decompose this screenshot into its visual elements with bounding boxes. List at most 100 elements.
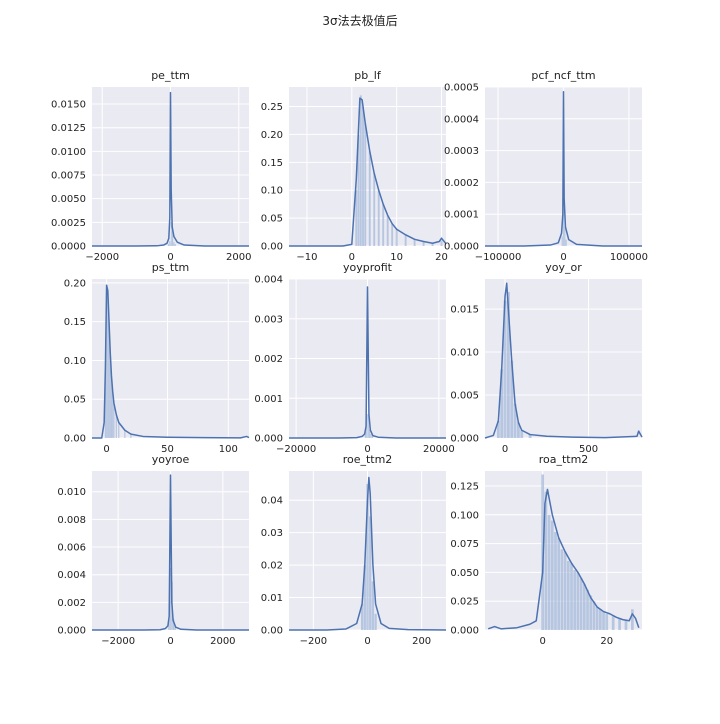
histogram-bar: [363, 565, 366, 630]
subplot-yoyprofit: 0.000 0.001 0.002 0.003 0.004 −20000 0 20000 yoy…: [254, 261, 454, 455]
histogram-bar: [104, 375, 106, 438]
histogram-bar: [605, 613, 609, 630]
histogram-bar: [624, 619, 628, 630]
x-tick-label: 50: [161, 444, 174, 455]
subplot-pe_ttm: 0.0000 0.0025 0.0050 0.0075 0.0100 0.0125 0.01…: [51, 69, 251, 263]
histogram-bar: [130, 434, 132, 438]
y-tick-label: 0.0004: [444, 114, 479, 125]
histogram-bar: [550, 520, 554, 630]
y-tick-label: 0.0000: [444, 242, 479, 253]
histogram-bar: [167, 244, 170, 246]
subplot-roe_ttm2: 0.00 0.01 0.02 0.03 0.04 −200 0 200 roe_ttm2: [261, 453, 447, 647]
histogram-bar: [516, 422, 520, 438]
y-tick-label: 0.000: [254, 434, 283, 445]
density-curve: [92, 284, 250, 439]
histogram-bar: [371, 436, 374, 438]
histogram-bar: [510, 360, 514, 438]
y-tick-label: 0.20: [64, 278, 86, 289]
x-tick-label: 0: [167, 636, 173, 647]
subplot-yoyroe: 0.000 0.002 0.004 0.006 0.008 0.010 −2000 0 2000…: [57, 453, 249, 647]
x-tick-label: 2000: [210, 636, 235, 647]
x-tick-label: 100: [219, 444, 238, 455]
y-tick-label: 0.0150: [51, 100, 86, 111]
histogram-bar: [576, 572, 580, 630]
y-tick-label: 0.005: [450, 391, 479, 402]
x-tick-label: −2000: [101, 636, 135, 647]
x-tick-label: 0: [364, 636, 370, 647]
histogram-bar: [547, 514, 551, 630]
histogram-bar: [595, 606, 599, 630]
density-curve: [484, 282, 643, 439]
x-tick-label: 0: [349, 252, 355, 263]
subplot-title: pe_ttm: [151, 69, 190, 82]
y-tick-label: 0.00: [261, 242, 283, 253]
histogram-bar: [169, 567, 172, 630]
y-tick-label: 0.0025: [51, 218, 86, 229]
histogram-bar: [500, 369, 504, 438]
y-tick-label: 0.000: [450, 626, 479, 637]
density-curve: [92, 91, 249, 247]
subplot-title: pcf_ncf_ttm: [531, 69, 595, 82]
axes-background: [289, 87, 446, 246]
histogram-bar: [557, 537, 561, 630]
histogram-bar: [364, 432, 366, 438]
subplot-title: ps_ttm: [152, 261, 190, 274]
x-tick-label: −2000: [85, 252, 119, 263]
x-tick-label: −100000: [475, 252, 522, 263]
x-tick-label: 0: [103, 444, 109, 455]
histogram-bar: [579, 578, 583, 630]
y-tick-label: 0.000: [57, 626, 86, 637]
histogram-bar: [367, 414, 369, 438]
histogram-bar: [561, 236, 563, 246]
x-tick-label: −10: [296, 252, 317, 263]
histogram-bar: [170, 222, 172, 246]
y-tick-label: 0.25: [261, 102, 283, 113]
histogram-bar: [582, 583, 586, 630]
histogram-bar: [115, 414, 117, 438]
histogram-bar: [174, 627, 176, 630]
histogram-bar: [503, 300, 507, 438]
axes-background: [485, 471, 642, 630]
y-tick-label: 0.001: [254, 394, 283, 405]
y-tick-label: 0.10: [64, 356, 86, 367]
y-tick-label: 0.015: [450, 305, 479, 316]
y-tick-label: 0.03: [261, 528, 283, 539]
histogram-bar: [440, 240, 443, 246]
histogram-bar: [108, 321, 110, 438]
histogram-bar: [169, 241, 171, 246]
histogram-bar: [570, 563, 573, 630]
y-tick-label: 0.15: [64, 317, 86, 328]
histogram-bar: [592, 601, 596, 630]
y-tick-label: 0.01: [261, 593, 283, 604]
x-tick-label: 20: [600, 636, 613, 647]
histogram-bar: [413, 239, 416, 246]
x-tick-label: 2000: [226, 252, 251, 263]
histogram-bar: [589, 595, 593, 630]
y-tick-label: 0.010: [450, 348, 479, 359]
y-tick-label: 0.0005: [444, 83, 479, 94]
y-tick-label: 0.00: [261, 626, 283, 637]
histogram-bar: [364, 123, 367, 246]
y-tick-label: 0.006: [57, 543, 86, 554]
y-tick-label: 0.025: [450, 597, 479, 608]
x-tick-label: 20000: [423, 444, 455, 455]
x-tick-label: 0: [502, 444, 508, 455]
y-tick-label: 0.0100: [51, 147, 86, 158]
histogram-bar: [110, 375, 113, 438]
y-tick-label: 0.0075: [51, 171, 86, 182]
histogram-bar: [611, 616, 615, 630]
histogram-bar: [366, 483, 369, 630]
y-tick-label: 0.0050: [51, 194, 86, 205]
histogram-bar: [374, 613, 377, 630]
density-curve: [92, 474, 249, 631]
y-tick-label: 0.20: [261, 130, 283, 141]
x-tick-label: 0: [364, 444, 370, 455]
x-tick-label: 200: [412, 636, 431, 647]
subplot-pb_lf: 0.00 0.05 0.10 0.15 0.20 0.25 −10 0 10 20 pb_lf: [261, 69, 448, 263]
y-tick-label: 0.15: [261, 158, 283, 169]
y-tick-label: 0.003: [254, 314, 283, 325]
histogram-bar: [431, 243, 434, 246]
x-tick-label: 10: [390, 252, 403, 263]
